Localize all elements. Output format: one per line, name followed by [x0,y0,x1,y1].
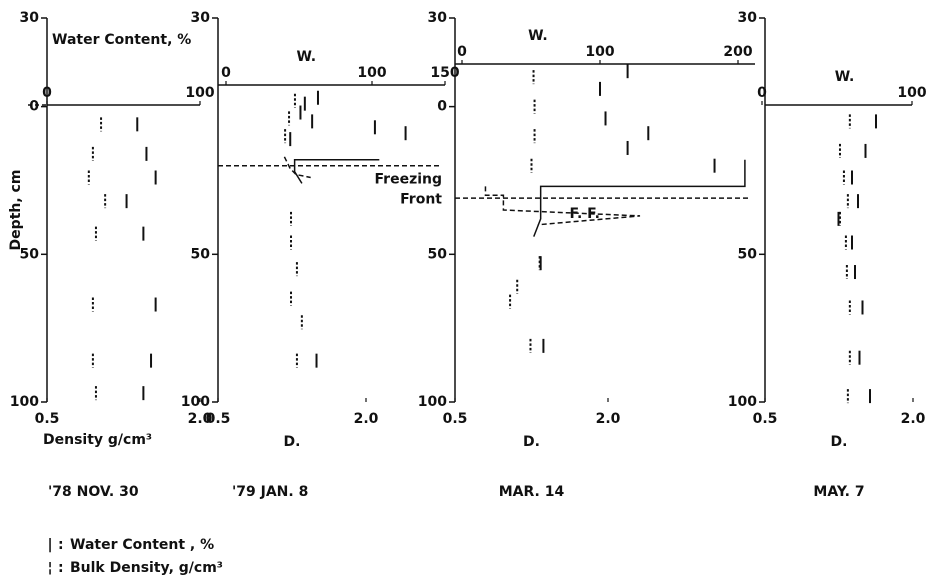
profile-line [484,186,641,226]
y-tick-label: 50 [191,246,211,262]
y-tick-label: 100 [418,394,447,410]
x-tick-label: 2.0 [596,411,621,427]
annotation: Front [400,192,442,208]
x2-tick-label: 100 [357,65,386,81]
legend-text: Bulk Density, g/cm³ [70,560,223,576]
x2-axis-label: W. [296,49,316,65]
panel-date: '79 JAN. 8 [232,484,308,500]
x-axis-label: D. [284,434,301,450]
y-tick-label: 30 [20,10,40,26]
x-axis-label: Density g/cm³ [43,432,152,448]
x2-tick-label: 0 [221,65,231,81]
x-tick-label: 0.5 [753,411,778,427]
y-tick-label: 30 [738,10,758,26]
annotation: F. F. [569,206,600,222]
legend-symbol: | [47,537,52,553]
x2-tick-label: 0 [457,44,467,60]
x-tick-label: 2.0 [188,411,213,427]
panel-date: '78 NOV. 30 [48,484,139,500]
x2-axis-label: W. [835,69,855,85]
x-axis-label: D. [523,434,540,450]
x2-tick-label: 100 [897,85,926,101]
legend-colon: : [58,560,64,576]
y-tick-label: 50 [20,246,40,262]
y-tick-label: 50 [738,246,758,262]
panel-date: MAY. 7 [813,484,864,500]
y-tick-label: 30 [191,10,211,26]
x2-tick-label: 150 [430,65,459,81]
y-tick-label: 100 [728,394,757,410]
y-tick-label: 100 [181,394,210,410]
x2-axis-label: W. [528,28,548,44]
x-axis-label: D. [831,434,848,450]
x2-tick-label: 100 [185,85,214,101]
profile-line [283,156,311,179]
x-tick-label: 2.0 [901,411,926,427]
y-axis-label: Depth, cm [8,170,24,251]
annotation: Freezing [375,172,443,188]
y-tick-label: 100 [10,394,39,410]
x-tick-label: 2.0 [354,411,379,427]
x2-axis-label: Water Content, % [52,32,191,48]
x2-tick-label: 0 [42,85,52,101]
x-tick-label: 0.5 [443,411,468,427]
y-tick-label: 30 [428,10,448,26]
x-tick-label: 0.5 [206,411,231,427]
y-tick-label: 50 [428,246,448,262]
x2-tick-label: 200 [723,44,752,60]
panel-date: MAR. 14 [499,484,565,500]
legend-colon: : [58,537,64,553]
x2-tick-label: 100 [585,44,614,60]
profile-line [293,159,380,184]
legend-text: Water Content , % [70,537,214,553]
x2-tick-label: 0 [757,85,767,101]
x-tick-label: 0.5 [35,411,60,427]
y-tick-label: 0 [437,99,447,115]
y-tick-label: 0 [29,99,39,115]
legend-symbol: ¦ [47,560,52,576]
